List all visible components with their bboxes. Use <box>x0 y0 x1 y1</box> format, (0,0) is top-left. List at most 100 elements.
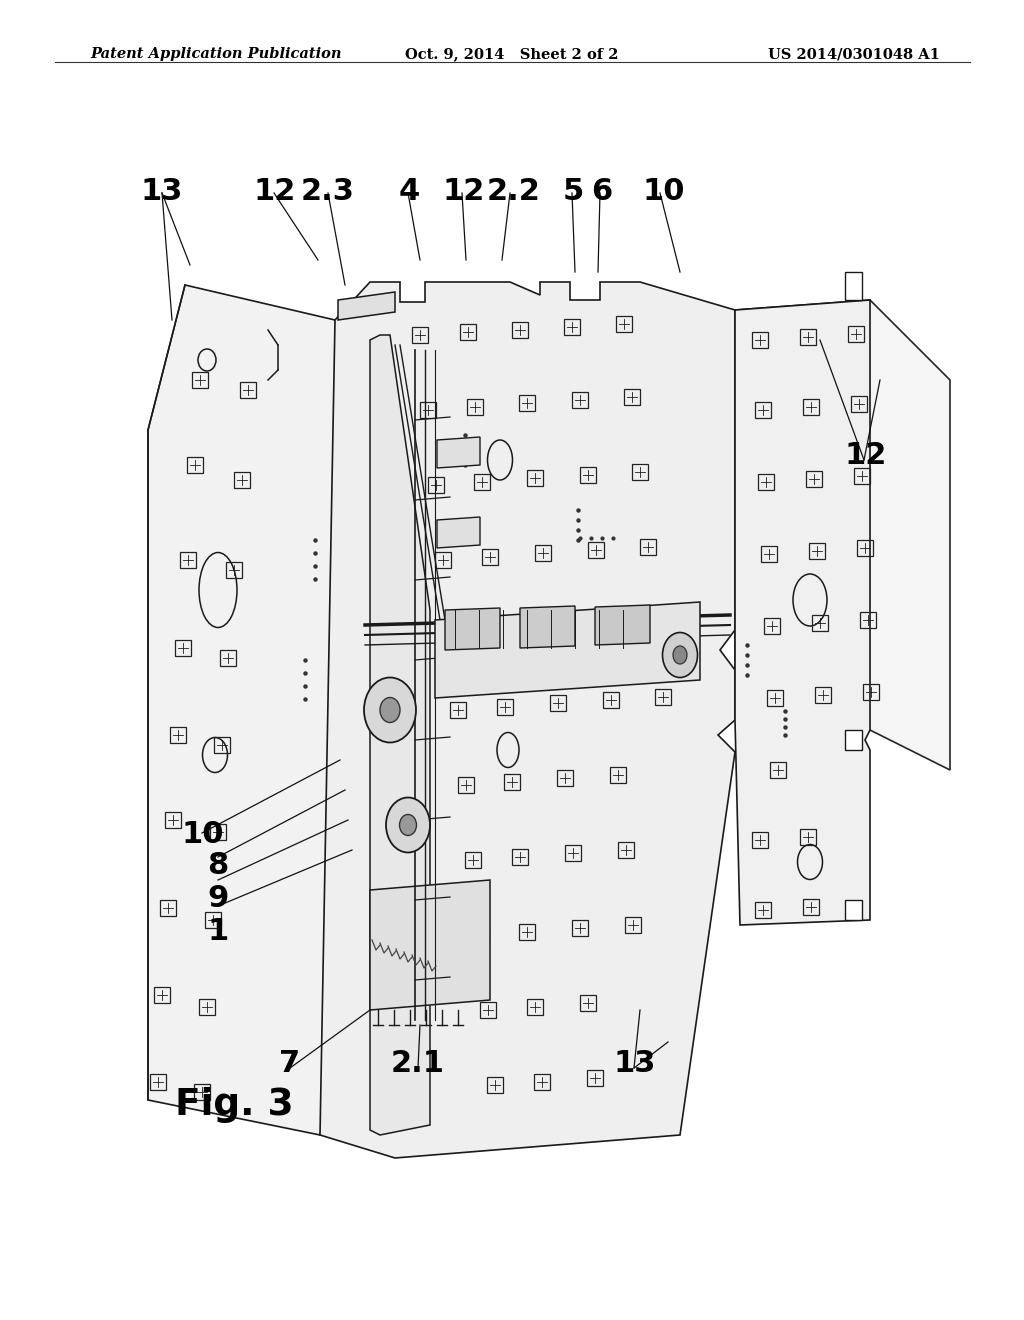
Text: 1: 1 <box>208 917 228 946</box>
Bar <box>557 770 573 785</box>
Bar <box>800 329 816 345</box>
Text: 2.2: 2.2 <box>487 177 541 206</box>
Bar <box>770 762 786 777</box>
Polygon shape <box>435 602 700 698</box>
Polygon shape <box>735 300 950 770</box>
Bar <box>512 849 528 865</box>
Bar <box>587 1071 603 1086</box>
Bar <box>588 543 604 558</box>
Bar <box>519 395 535 411</box>
Bar <box>435 552 451 568</box>
Bar <box>800 829 816 845</box>
Bar <box>160 900 176 916</box>
Text: 12: 12 <box>442 177 485 206</box>
Bar <box>624 389 640 405</box>
Bar <box>205 912 221 928</box>
Bar <box>450 702 466 718</box>
Bar <box>165 812 181 828</box>
Text: 9: 9 <box>208 884 228 913</box>
Bar <box>210 824 226 840</box>
Polygon shape <box>520 606 575 648</box>
Bar <box>480 1002 496 1018</box>
Bar <box>863 684 879 700</box>
Bar <box>857 540 873 556</box>
Bar <box>572 392 588 408</box>
Bar <box>860 612 876 628</box>
Polygon shape <box>735 300 870 925</box>
Polygon shape <box>437 517 480 548</box>
Bar <box>848 326 864 342</box>
Bar <box>851 396 867 412</box>
Bar <box>758 474 774 490</box>
Bar <box>803 899 819 915</box>
Bar <box>572 920 588 936</box>
Bar <box>512 322 528 338</box>
Text: Fig. 3: Fig. 3 <box>175 1086 294 1123</box>
Bar <box>420 403 436 418</box>
Ellipse shape <box>386 797 430 853</box>
Bar <box>170 727 186 743</box>
Bar <box>489 624 505 640</box>
Bar <box>595 616 611 634</box>
Bar <box>194 1084 210 1100</box>
Text: 2.3: 2.3 <box>301 177 354 206</box>
Bar <box>214 737 230 752</box>
Bar <box>767 690 783 706</box>
Bar <box>640 539 656 554</box>
Bar <box>527 999 543 1015</box>
Bar <box>474 474 490 490</box>
Ellipse shape <box>364 677 416 742</box>
Bar <box>755 902 771 917</box>
Bar <box>465 851 481 869</box>
Bar <box>755 403 771 418</box>
Bar <box>854 469 870 484</box>
Ellipse shape <box>673 645 687 664</box>
Polygon shape <box>845 730 862 750</box>
Bar <box>803 399 819 414</box>
Bar <box>458 777 474 793</box>
Bar <box>527 470 543 486</box>
Polygon shape <box>338 292 395 319</box>
Polygon shape <box>845 272 862 300</box>
Text: 7: 7 <box>280 1049 300 1078</box>
Bar <box>655 689 671 705</box>
Polygon shape <box>595 605 650 645</box>
Bar <box>580 995 596 1011</box>
Bar <box>150 1074 166 1090</box>
Bar <box>625 917 641 933</box>
Bar <box>443 627 459 643</box>
Text: US 2014/0301048 A1: US 2014/0301048 A1 <box>768 48 940 61</box>
Bar <box>487 1077 503 1093</box>
Bar <box>412 327 428 343</box>
Polygon shape <box>437 437 480 469</box>
Bar <box>535 545 551 561</box>
Bar <box>428 477 444 492</box>
Bar <box>473 927 489 942</box>
Text: 12: 12 <box>844 441 887 470</box>
Polygon shape <box>148 285 430 1135</box>
Bar <box>752 832 768 847</box>
Text: Patent Application Publication: Patent Application Publication <box>90 48 341 61</box>
Bar <box>180 552 196 568</box>
Text: 4: 4 <box>399 177 420 206</box>
Ellipse shape <box>399 814 417 836</box>
Text: 10: 10 <box>642 177 685 206</box>
Bar <box>220 649 236 667</box>
Bar <box>240 381 256 399</box>
Bar <box>632 465 648 480</box>
Bar <box>226 562 242 578</box>
Polygon shape <box>370 335 430 1135</box>
Bar <box>154 987 170 1003</box>
Polygon shape <box>319 282 735 1158</box>
Ellipse shape <box>663 632 697 677</box>
Bar <box>610 767 626 783</box>
Bar <box>752 333 768 348</box>
Bar <box>519 924 535 940</box>
Bar <box>234 473 250 488</box>
Ellipse shape <box>380 697 400 722</box>
Bar <box>175 640 191 656</box>
Text: Oct. 9, 2014   Sheet 2 of 2: Oct. 9, 2014 Sheet 2 of 2 <box>406 48 618 61</box>
Text: 5: 5 <box>563 177 584 206</box>
Polygon shape <box>370 880 490 1010</box>
Text: 6: 6 <box>592 177 612 206</box>
